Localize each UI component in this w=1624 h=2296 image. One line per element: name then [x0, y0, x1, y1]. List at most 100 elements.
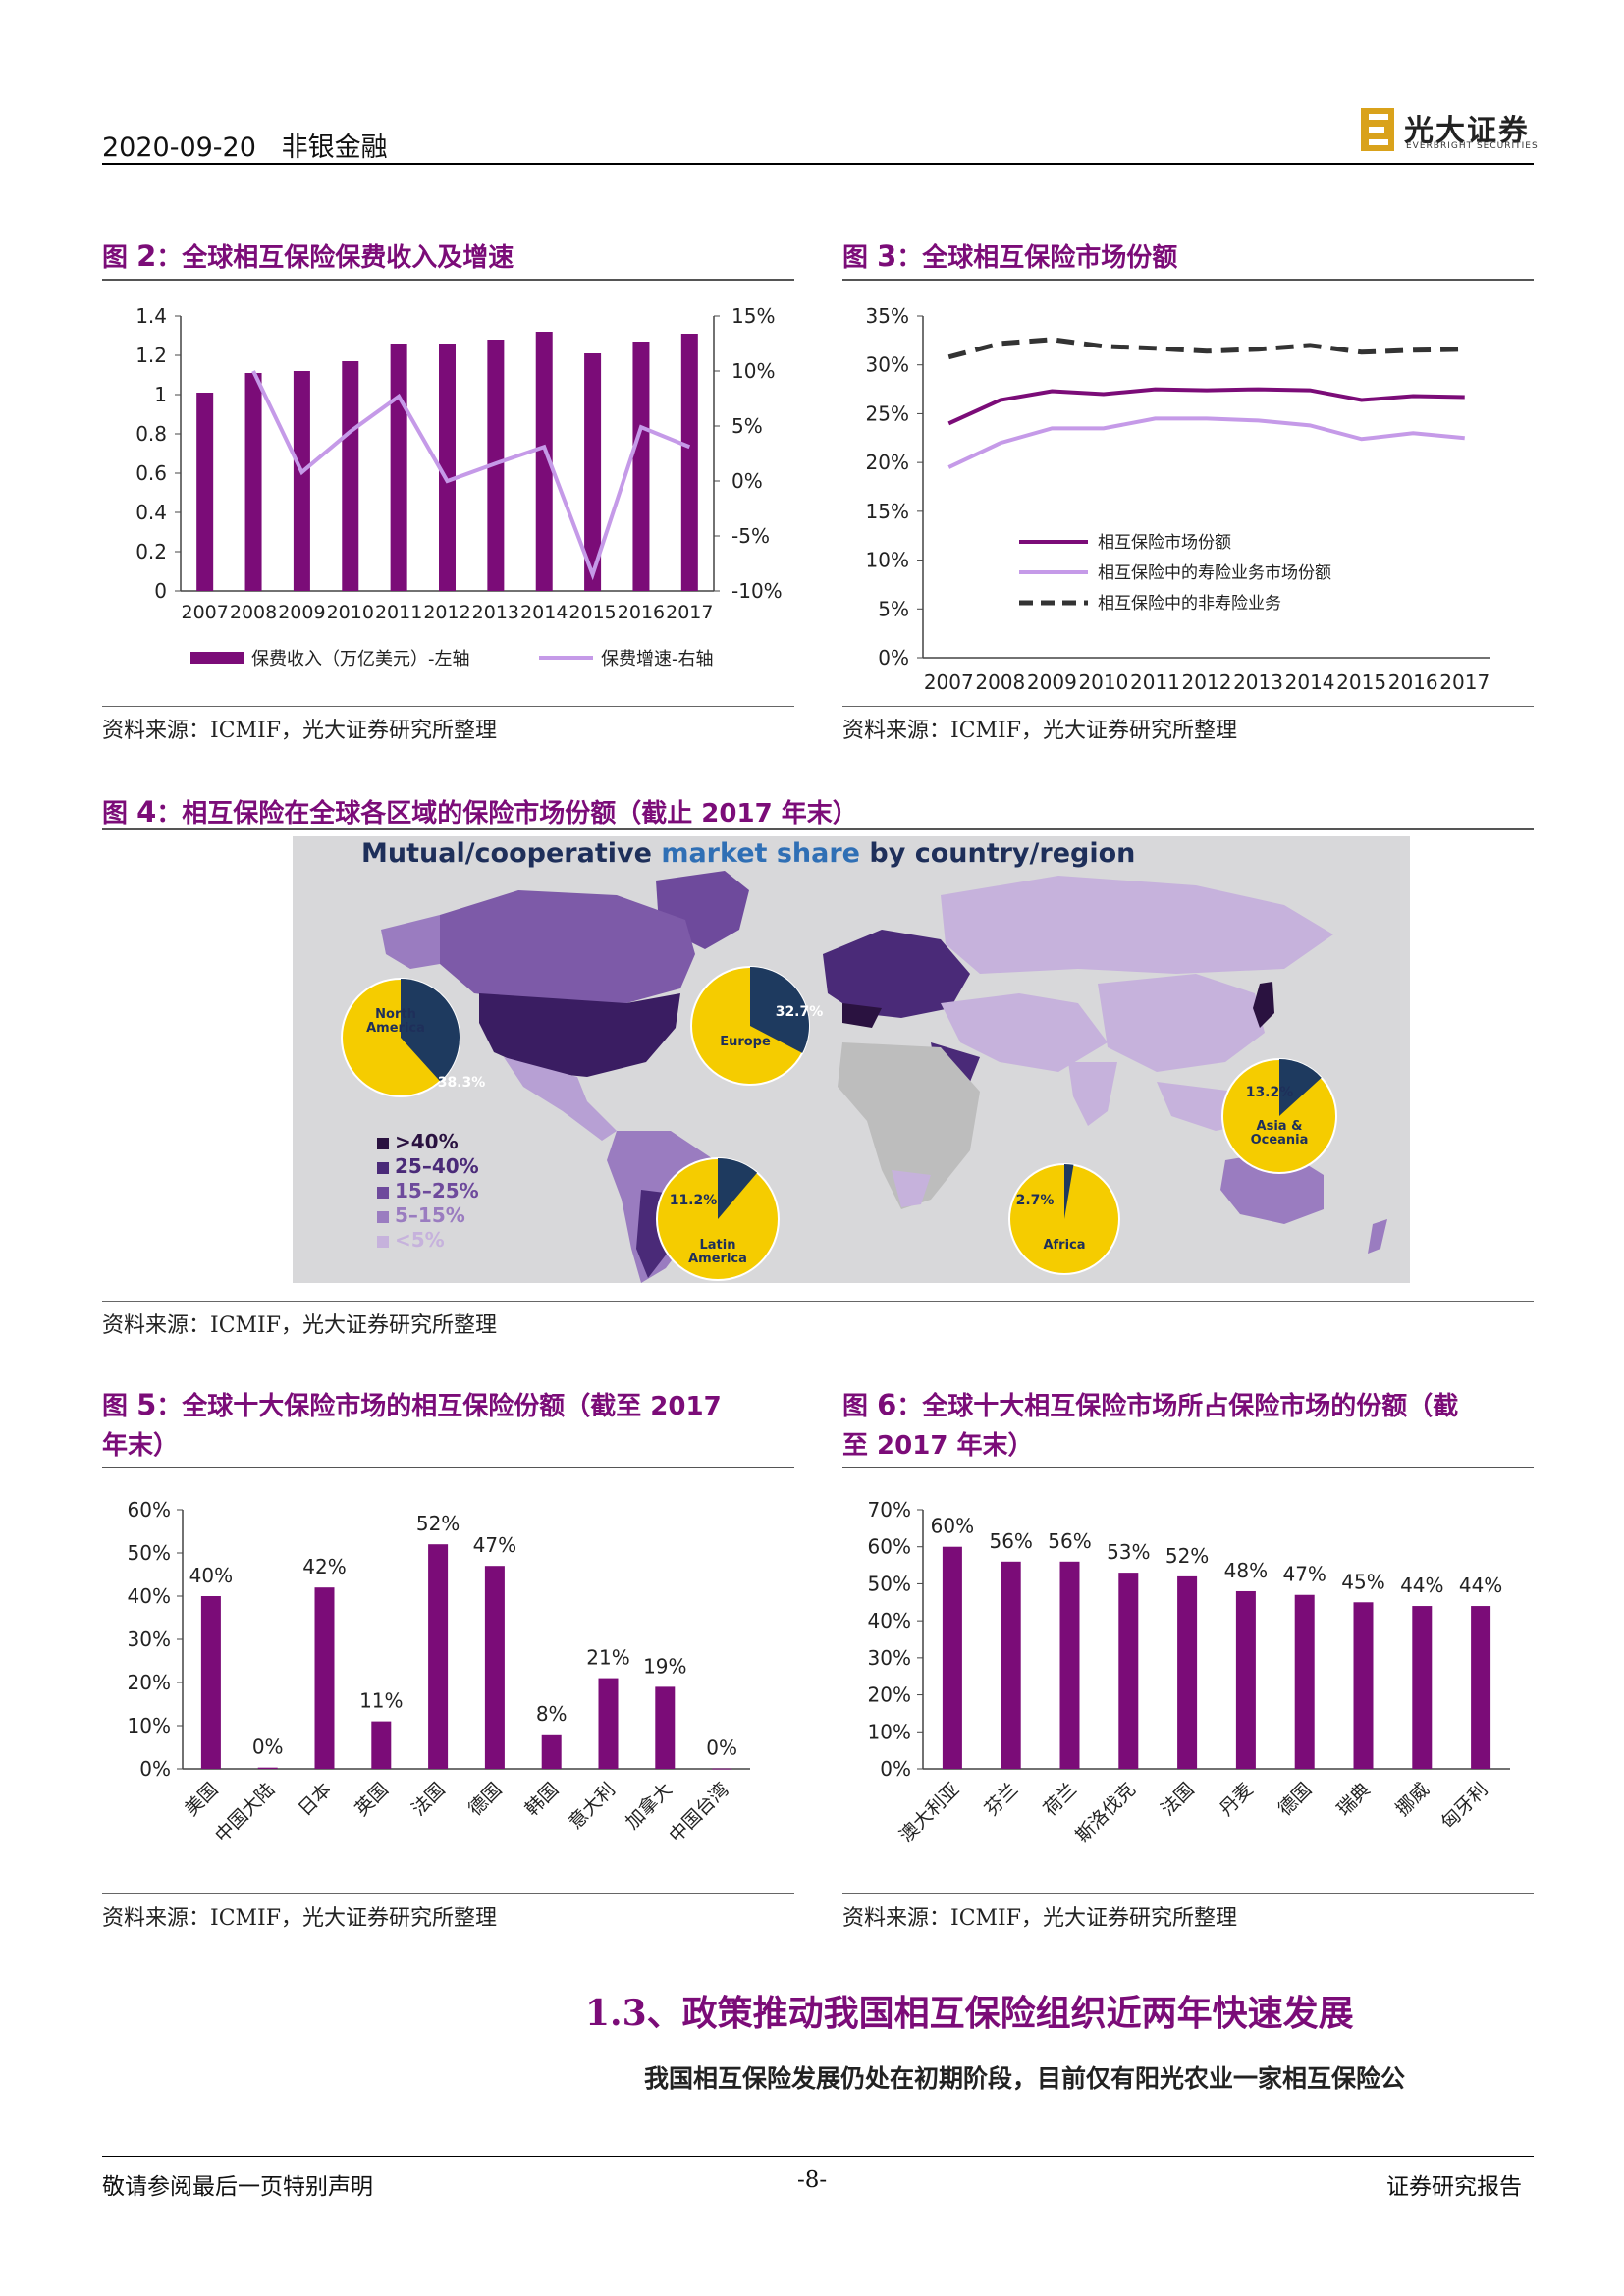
header-divider [102, 163, 1534, 165]
fig2-growth-line [251, 370, 691, 581]
fig3-y-tick-label: 20% [866, 451, 909, 474]
footer-disclaimer: 敬请参阅最后一页特别声明 [102, 2174, 373, 2200]
fig3-x-tick-label: 2016 [1388, 670, 1438, 694]
chart6-y-tick-label: 40% [868, 1609, 911, 1632]
chart5-x-tick-label: 中国台湾 [665, 1779, 732, 1846]
pie-region-label: Oceania [1251, 1133, 1309, 1148]
chart5-data-label: 47% [473, 1533, 516, 1557]
fig2-legend-bar-swatch [190, 652, 244, 664]
fig2-right-tick-label: -10% [731, 579, 783, 603]
legend-swatch [377, 1162, 389, 1174]
fig3-x-tick-label: 2008 [975, 670, 1025, 694]
chart5-y-tick-label: 0% [139, 1757, 171, 1781]
fig3-y-tick-label: 25% [866, 401, 909, 425]
fig5-title-text: ：全球十大保险市场的相互保险份额（截至 2017 [156, 1392, 722, 1421]
chart5-y-tick-label: 50% [128, 1541, 171, 1565]
fig6-label: 图 [842, 1392, 878, 1421]
legend-swatch [377, 1211, 389, 1223]
fig2-chart: 0 0.2 0.4 0.6 0.8 1 1.2 1.4 -10% -5% 0% 5% 10% 15% 200… [135, 304, 783, 669]
chart6-data-label: 56% [1048, 1529, 1091, 1553]
fig2-left-tick-label: 1.4 [135, 304, 167, 328]
report-date-section: 2020-09-20 非银金融 [102, 126, 388, 164]
chart6-data-label: 48% [1224, 1559, 1268, 1582]
fig2-left-tick-label: 0.8 [135, 422, 167, 446]
chart5-x-tick-label: 美国 [181, 1779, 222, 1820]
chart5-x-tick-label: 法国 [407, 1779, 449, 1820]
legend-label: >40% [395, 1130, 459, 1153]
chart6-data-label: 45% [1341, 1570, 1384, 1593]
chart5-data-label: 0% [706, 1736, 737, 1760]
fig5-title: 图 5：全球十大保险市场的相互保险份额（截至 2017 [102, 1386, 722, 1422]
footer-divider [102, 2156, 1534, 2157]
chart5-bar [712, 1768, 732, 1770]
pie-pct-label: 2.7% [1016, 1193, 1055, 1208]
chart6-bar [1177, 1575, 1198, 1769]
chart6-bar [1059, 1561, 1080, 1769]
fig2-x-tick-label: 2015 [568, 602, 616, 623]
chart6-y-tick-label: 50% [868, 1572, 911, 1595]
fig3-y-tick-label: 15% [866, 500, 909, 523]
fig2-x-tick-label: 2009 [278, 602, 325, 623]
chart5-data-label: 21% [586, 1646, 629, 1670]
legend-label: <5% [395, 1228, 445, 1252]
pie-pct-label: 11.2% [670, 1193, 718, 1208]
chart6-x-tick-label: 德国 [1274, 1779, 1316, 1820]
fig3-x-tick-label: 2012 [1182, 670, 1232, 694]
chart5-data-label: 40% [189, 1564, 233, 1587]
chart5-bar [484, 1566, 505, 1769]
chart5-bar [598, 1678, 619, 1769]
chart5-data-label: 19% [643, 1654, 686, 1678]
chart5-data-label: 42% [302, 1555, 346, 1578]
chart5-x-tick-label: 意大利 [565, 1779, 620, 1834]
fig2-left-tick-label: 1 [154, 383, 167, 406]
chart6-bar [1235, 1590, 1256, 1769]
chart5-y-tick-label: 20% [128, 1671, 171, 1694]
pie-pct-label: 13.2% [1246, 1085, 1294, 1100]
map-legend: >40%25–40%15–25%5–15%<5% [377, 1130, 479, 1252]
fig6-title-text: ：全球十大相互保险市场所占保险市场的份额（截 [896, 1392, 1459, 1421]
chart6-x-tick-label: 丹麦 [1216, 1779, 1257, 1820]
fig2-left-tick-label: 0.2 [135, 540, 167, 563]
fig3-y-tick-label: 35% [866, 304, 909, 328]
logo-mark-icon [1361, 108, 1394, 151]
fig3-legend-label: 相互保险中的非寿险业务 [1098, 594, 1281, 614]
fig2-bar [632, 342, 650, 591]
fig3-x-tick-label: 2010 [1078, 670, 1128, 694]
chart6-x-tick-label: 法国 [1157, 1779, 1198, 1820]
japan-shape [1253, 982, 1274, 1028]
chart6-y-tick-label: 0% [880, 1757, 911, 1781]
chart5-bar [200, 1596, 221, 1769]
western-europe-shape [842, 1003, 882, 1028]
chart6-y-tick-label: 60% [868, 1535, 911, 1559]
pie-region-label: Asia & [1257, 1119, 1303, 1134]
chart6-y-tick-label: 70% [868, 1498, 911, 1522]
fig2-source: 资料来源：ICMIF，光大证券研究所整理 [102, 719, 498, 743]
chart5-x-tick-label: 中国大陆 [211, 1779, 279, 1846]
fig4-source-rule [102, 1301, 1534, 1302]
fig5-label: 图 [102, 1392, 137, 1421]
chart6-data-label: 52% [1165, 1544, 1209, 1568]
legend-label: 5–15% [395, 1203, 465, 1227]
fig6-chart: 0% 10% 20% 30% 40% 50% 60% 70% 60% 澳大利亚 56% 芬兰 56% 荷兰… [868, 1498, 1510, 1846]
footer-report-type: 证券研究报告 [1386, 2174, 1522, 2200]
legend-label: 25–40% [395, 1154, 479, 1178]
chart6-x-tick-label: 挪威 [1391, 1779, 1433, 1820]
fig2-x-tick-label: 2011 [375, 602, 422, 623]
chart5-bar [257, 1767, 278, 1769]
china-shape [1098, 974, 1265, 1072]
chart5-bar [428, 1544, 449, 1769]
chart6-x-tick-label: 芬兰 [981, 1779, 1022, 1820]
fig2-x-tick-label: 2016 [618, 602, 665, 623]
fig3-title-text: ：全球相互保险市场份额 [896, 243, 1178, 273]
logo-text-cn: 光大证券 [1404, 114, 1530, 148]
fig5-title-rule [102, 1467, 794, 1468]
fig6-num: 6 [877, 1388, 897, 1421]
fig2-bar [439, 344, 456, 591]
chart6-x-tick-label: 瑞典 [1333, 1779, 1375, 1820]
fig2-bar [244, 373, 262, 591]
fig2-x-tick-label: 2013 [472, 602, 519, 623]
fig3-y-tick-label: 5% [878, 597, 909, 620]
chart6-bar [1001, 1561, 1021, 1769]
europe-shape [823, 930, 970, 1018]
chart5-bar [314, 1587, 335, 1769]
